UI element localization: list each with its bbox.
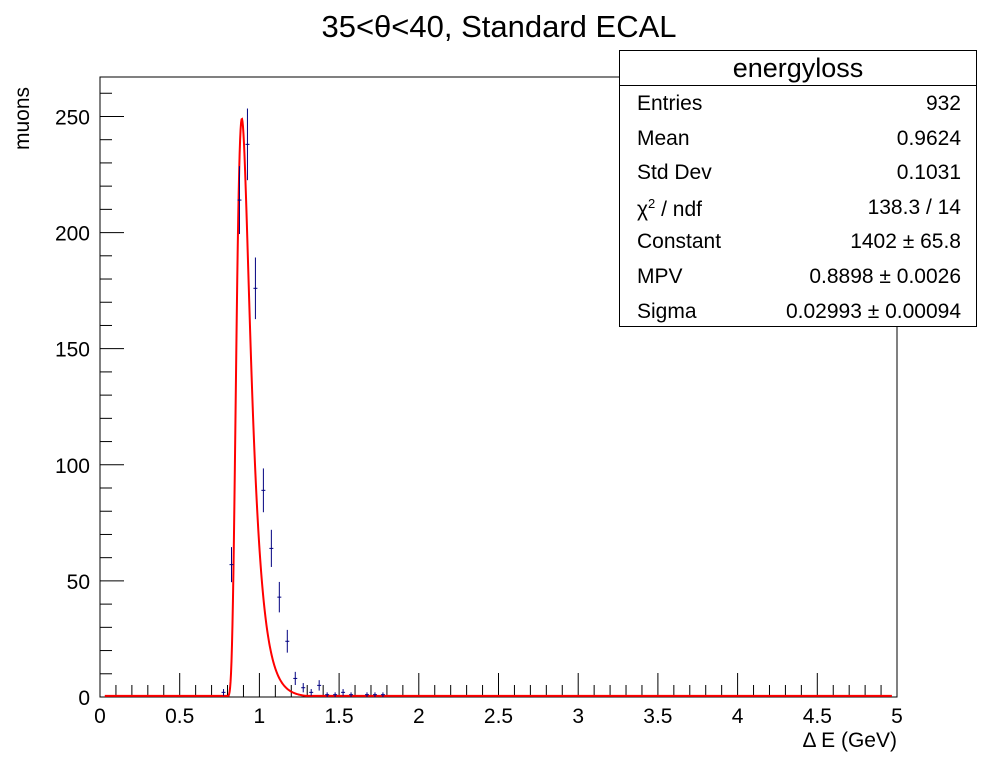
- data-point: [365, 692, 369, 697]
- stats-row-entries: Entries 932: [620, 86, 976, 121]
- data-point: [237, 166, 242, 235]
- stats-row-sigma: Sigma 0.02993 ± 0.00094: [620, 294, 976, 329]
- stats-key: χ2 / ndf: [637, 196, 702, 222]
- x-axis-label: Δ E (GeV): [802, 729, 897, 752]
- x-tick-label: 2: [413, 705, 425, 728]
- stats-row-chi2: χ2 / ndf 138.3 / 14: [620, 190, 976, 225]
- y-tick-label: 150: [55, 339, 90, 362]
- stats-value: 0.1031: [896, 161, 961, 185]
- data-point: [317, 680, 322, 691]
- chi-tail: / ndf: [655, 197, 702, 221]
- x-tick-label: 5: [891, 705, 903, 728]
- data-point: [380, 692, 385, 697]
- stats-key: Mean: [637, 126, 690, 150]
- stats-row-mean: Mean 0.9624: [620, 121, 976, 156]
- y-tick-label: 200: [55, 223, 90, 246]
- data-point: [221, 689, 226, 696]
- data-point: [229, 547, 234, 583]
- data-points-layer: [221, 108, 385, 697]
- stats-row-constant: Constant 1402 ± 65.8: [620, 224, 976, 259]
- data-point: [372, 692, 377, 697]
- x-tick-label: 4.5: [803, 705, 832, 728]
- data-point: [269, 529, 274, 567]
- data-point: [349, 692, 354, 697]
- chi-exponent: 2: [648, 195, 656, 211]
- stats-key: Std Dev: [637, 161, 712, 185]
- stats-key: MPV: [637, 264, 683, 288]
- x-tick-label: 0: [94, 705, 106, 728]
- stats-key: Sigma: [637, 299, 697, 323]
- chart-title: 35<θ<40, Standard ECAL: [321, 9, 676, 44]
- y-tick-label: 50: [67, 571, 90, 594]
- data-point: [309, 689, 314, 696]
- data-point: [245, 108, 250, 181]
- x-tick-label: 3.5: [643, 705, 672, 728]
- y-tick-label: 0: [78, 687, 90, 710]
- x-axis: 0 0.5 1 1.5 2 2.5 3 3.5 4 4.5 5: [94, 673, 903, 728]
- x-tick-label: 4: [732, 705, 744, 728]
- stats-box: energyloss Entries 932 Mean 0.9624 Std D…: [619, 50, 977, 327]
- y-tick-label: 250: [55, 106, 90, 129]
- stats-value: 0.9624: [896, 126, 961, 150]
- stats-value: 932: [925, 92, 961, 115]
- x-tick-label: 2.5: [484, 705, 513, 728]
- data-point: [285, 629, 290, 653]
- data-point: [333, 692, 338, 697]
- x-tick-label: 3: [572, 705, 584, 728]
- data-point: [301, 683, 306, 693]
- x-tick-label: 0.5: [165, 705, 194, 728]
- data-point: [293, 671, 298, 685]
- fit-curve-layer: [104, 117, 892, 697]
- fit-curve: [104, 117, 892, 697]
- stats-value: 0.8898 ± 0.0026: [809, 264, 961, 288]
- data-point: [341, 689, 346, 696]
- stats-key: Entries: [637, 92, 703, 115]
- data-point: [325, 692, 330, 697]
- x-tick-label: 1.5: [324, 705, 353, 728]
- y-tick-label: 100: [55, 455, 90, 478]
- stats-value: 138.3 / 14: [867, 195, 961, 219]
- stats-row-mpv: MPV 0.8898 ± 0.0026: [620, 259, 976, 294]
- stats-value: 0.02993 ± 0.00094: [785, 299, 961, 323]
- stats-title: energyloss: [620, 51, 976, 86]
- x-tick-label: 1: [254, 705, 266, 728]
- data-point: [277, 581, 282, 613]
- stats-value: 1402 ± 65.8: [850, 230, 961, 254]
- data-point: [253, 257, 258, 320]
- chi-symbol: χ: [637, 197, 649, 221]
- data-point: [261, 468, 266, 513]
- stats-key: Constant: [637, 230, 722, 254]
- y-axis: 0 50 100 150 200 250: [55, 92, 124, 710]
- stats-row-stddev: Std Dev 0.1031: [620, 155, 976, 190]
- y-axis-label: muons: [11, 87, 34, 150]
